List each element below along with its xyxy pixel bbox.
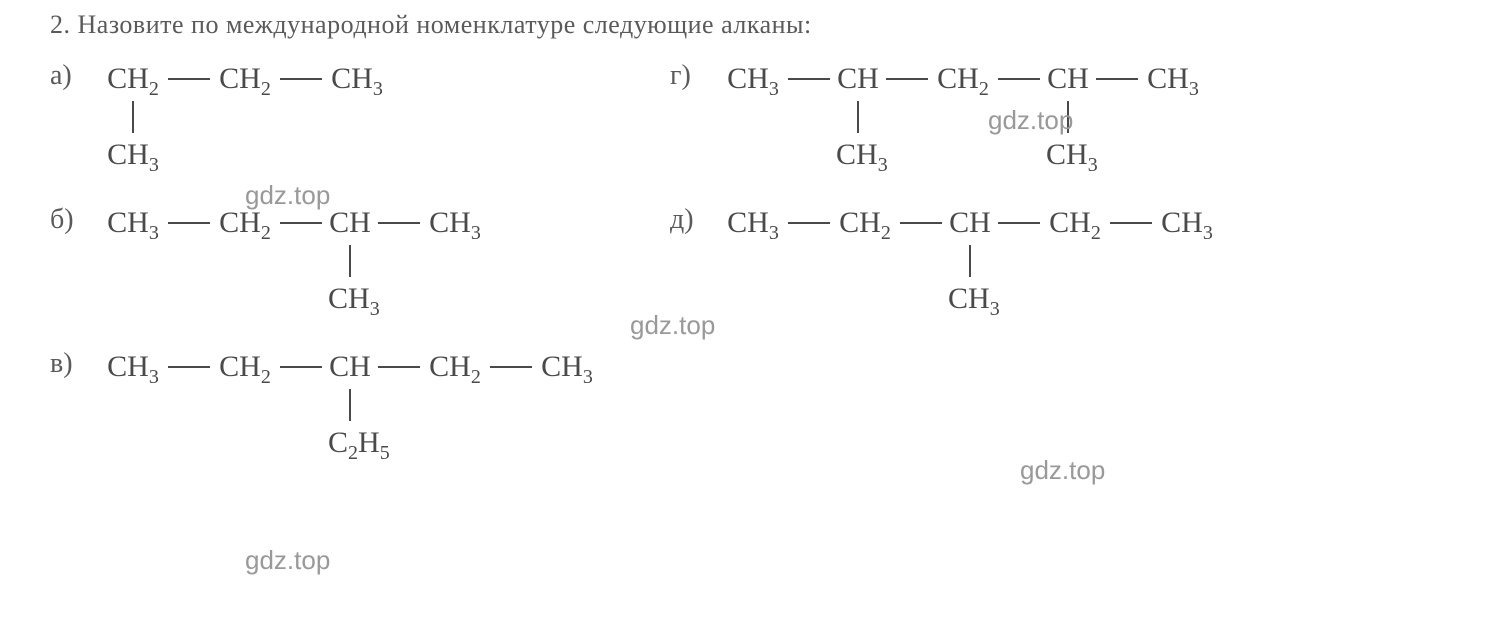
structure-a-main: CH2 CH2 CH3: [104, 60, 386, 98]
group-ch: CH: [836, 62, 880, 96]
structure-g-body: CH3 CH CH2 CH CH3: [724, 60, 1202, 174]
group-ch3: CH3: [328, 62, 386, 96]
label-g: г): [670, 60, 706, 92]
structure-a: а) CH2 CH2 CH3 CH3: [50, 60, 670, 174]
structure-g-main: CH3 CH CH2 CH CH3: [724, 60, 1202, 98]
structure-g-bond-row: [724, 98, 1202, 136]
group-ch3: CH3: [948, 282, 992, 316]
bond-h: [788, 222, 830, 224]
bond-h: [1096, 78, 1138, 80]
group-ch2: CH2: [836, 206, 894, 240]
bond-v: [349, 389, 351, 421]
structure-b-branch: CH3: [104, 280, 484, 318]
group-ch2: CH2: [104, 62, 162, 96]
group-ch3: CH3: [104, 138, 162, 172]
group-ch3: CH3: [724, 206, 782, 240]
group-ch: CH: [328, 206, 372, 240]
bond-h: [788, 78, 830, 80]
group-ch2: CH2: [216, 350, 274, 384]
structure-v-main: CH3 CH2 CH CH2 CH3: [104, 348, 596, 386]
label-v: в): [50, 348, 86, 380]
group-ch: CH: [1046, 62, 1090, 96]
watermark-text: gdz.top: [245, 545, 330, 576]
group-ch3: CH3: [1158, 206, 1216, 240]
bond-v: [857, 101, 859, 133]
structure-d-body: CH3 CH2 CH CH2 CH3: [724, 204, 1216, 318]
watermark-text: gdz.top: [1020, 455, 1105, 486]
question-text: 2. Назовите по международной номенклатур…: [50, 10, 1439, 40]
bond-v: [969, 245, 971, 277]
left-column: а) CH2 CH2 CH3 CH3 б): [50, 60, 670, 492]
bond-h: [998, 222, 1040, 224]
group-ch: CH: [948, 206, 992, 240]
structure-d: д) CH3 CH2 CH CH2 CH3: [670, 204, 1439, 318]
bond-h: [900, 222, 942, 224]
label-a: а): [50, 60, 86, 92]
columns-container: а) CH2 CH2 CH3 CH3 б): [50, 60, 1439, 492]
structure-d-bond-row: [724, 242, 1216, 280]
group-ch3: CH3: [724, 62, 782, 96]
structure-v-body: CH3 CH2 CH CH2 CH3: [104, 348, 596, 462]
label-d: д): [670, 204, 706, 236]
structure-b-bond-row: [104, 242, 484, 280]
structure-a-branch: CH3: [104, 136, 386, 174]
group-ch3: CH3: [104, 206, 162, 240]
bond-v: [132, 101, 134, 133]
group-ch3: CH3: [538, 350, 596, 384]
group-ch3: CH3: [836, 138, 880, 172]
structure-d-main: CH3 CH2 CH CH2 CH3: [724, 204, 1216, 242]
bond-h: [490, 366, 532, 368]
group-ch2: CH2: [216, 206, 274, 240]
bond-h: [280, 366, 322, 368]
watermark-text: gdz.top: [988, 105, 1073, 136]
bond-h: [378, 366, 420, 368]
watermark-text: gdz.top: [245, 180, 330, 211]
group-c2h5: C2H5: [328, 426, 372, 460]
structure-a-body: CH2 CH2 CH3 CH3: [104, 60, 386, 174]
group-ch3: CH3: [1144, 62, 1202, 96]
bond-h: [168, 366, 210, 368]
label-b: б): [50, 204, 86, 236]
structure-d-branch: CH3: [724, 280, 1216, 318]
bond-h: [280, 78, 322, 80]
watermark-text: gdz.top: [630, 310, 715, 341]
group-ch3: CH3: [328, 282, 372, 316]
structure-v-branch: C2H5: [104, 424, 596, 462]
bond-h: [168, 222, 210, 224]
bond-h: [998, 78, 1040, 80]
group-ch2: CH2: [934, 62, 992, 96]
structure-a-bond-row: [104, 98, 386, 136]
group-ch3: CH3: [1046, 138, 1090, 172]
structure-g-branch: CH3 CH3: [724, 136, 1202, 174]
group-ch2: CH2: [216, 62, 274, 96]
structure-v: в) CH3 CH2 CH CH2 CH3: [50, 348, 670, 462]
group-ch3: CH3: [104, 350, 162, 384]
bond-v: [349, 245, 351, 277]
group-ch3: CH3: [426, 206, 484, 240]
group-ch: CH: [328, 350, 372, 384]
bond-h: [886, 78, 928, 80]
bond-h: [168, 78, 210, 80]
bond-h: [1110, 222, 1152, 224]
bond-h: [280, 222, 322, 224]
bond-h: [378, 222, 420, 224]
structure-b-body: CH3 CH2 CH CH3 CH3: [104, 204, 484, 318]
group-ch2: CH2: [426, 350, 484, 384]
structure-v-bond-row: [104, 386, 596, 424]
structure-b: б) CH3 CH2 CH CH3: [50, 204, 670, 318]
group-ch2: CH2: [1046, 206, 1104, 240]
